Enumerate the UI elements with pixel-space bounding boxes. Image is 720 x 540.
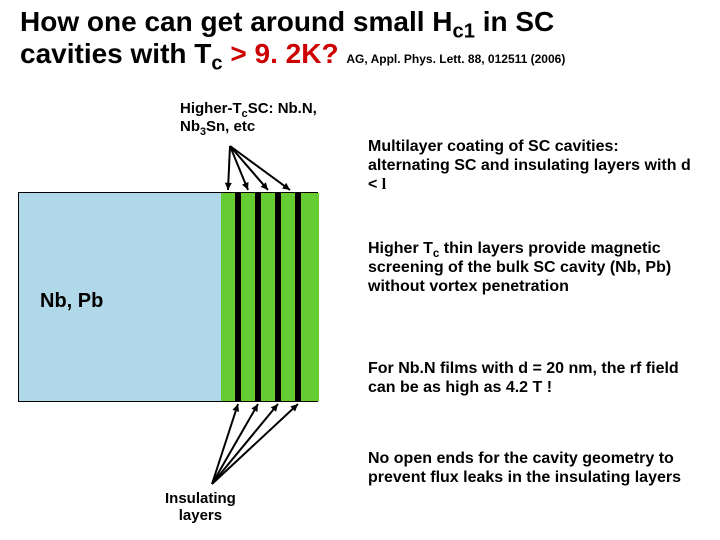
ins-l2: layers <box>179 507 222 524</box>
para-3: For Nb.N films with d = 20 nm, the rf fi… <box>368 360 702 398</box>
para-1: Multilayer coating of SC cavities: alter… <box>368 138 702 195</box>
para-4: No open ends for the cavity geometry to … <box>368 450 702 488</box>
ins-l1: Insulating <box>165 490 236 507</box>
para-2: Higher Tc thin layers provide magnetic s… <box>368 240 702 297</box>
p4-t1: No open ends for the cavity geometry to … <box>368 450 681 486</box>
p1-lambda: l <box>382 176 386 193</box>
p3-t1: For Nb.N films with d = 20 nm, the rf fi… <box>368 360 679 396</box>
p1-t1: Multilayer coating of SC cavities: alter… <box>368 138 691 193</box>
insulating-label: Insulating layers <box>165 490 236 525</box>
p2-t1: Higher T <box>368 240 433 257</box>
